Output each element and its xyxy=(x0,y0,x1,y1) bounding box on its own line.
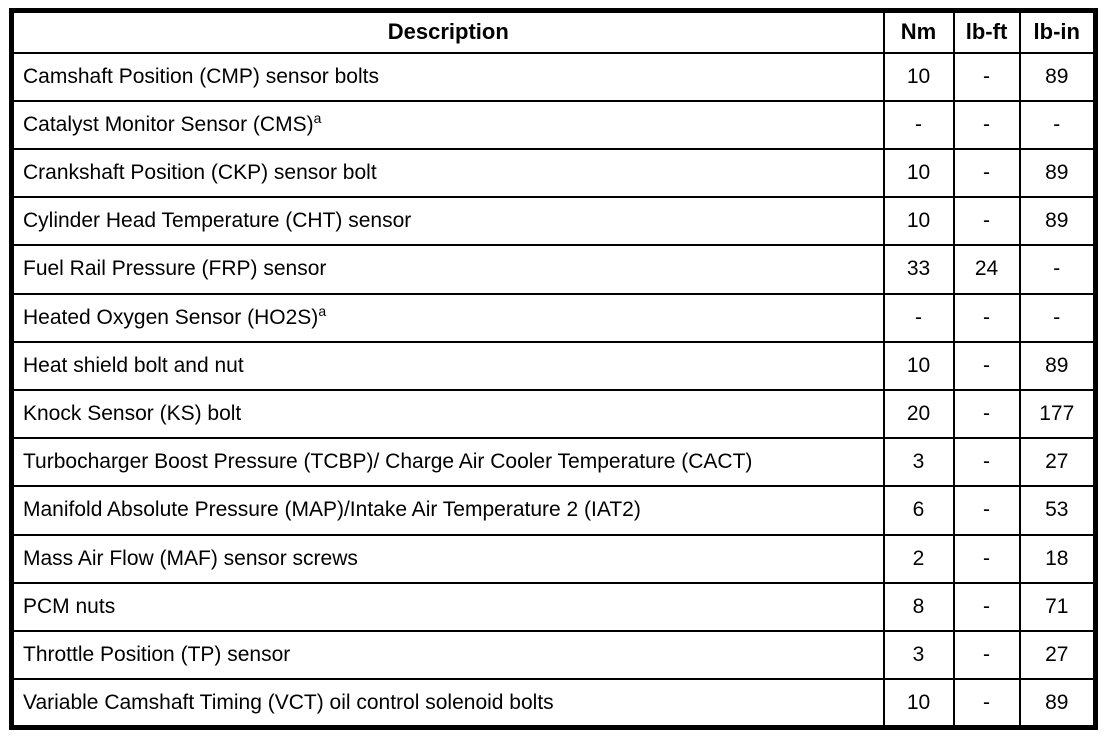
table-row: Manifold Absolute Pressure (MAP)/Intake … xyxy=(10,485,1097,536)
nm-cell: 10 xyxy=(882,147,955,199)
nm-cell: 8 xyxy=(882,581,955,632)
lb-in-cell: 89 xyxy=(1018,147,1097,199)
table-row: Variable Camshaft Timing (VCT) oil contr… xyxy=(10,678,1097,729)
description-cell: Camshaft Position (CMP) sensor bolts xyxy=(10,51,885,102)
description-cell: Crankshaft Position (CKP) sensor bolt xyxy=(10,147,885,199)
column-header-lb-in: lb-in xyxy=(1018,9,1097,54)
description-cell: Heat shield bolt and nut xyxy=(10,340,885,391)
nm-cell: 3 xyxy=(882,629,955,681)
lb-ft-cell: - xyxy=(952,437,1021,488)
table-row: Catalyst Monitor Sensor (CMS)a - - - xyxy=(10,99,1097,150)
nm-cell: 10 xyxy=(882,340,955,391)
table-row: Knock Sensor (KS) bolt 20-177 xyxy=(10,388,1097,440)
lb-in-cell: 89 xyxy=(1018,51,1097,102)
nm-cell: 10 xyxy=(882,678,955,729)
table-row: Throttle Position (TP) sensor 3-27 xyxy=(10,629,1097,681)
description-cell: Variable Camshaft Timing (VCT) oil contr… xyxy=(10,678,885,729)
table-row: PCM nuts 8-71 xyxy=(10,581,1097,632)
nm-cell: 6 xyxy=(882,485,955,536)
lb-ft-cell: - xyxy=(952,51,1021,102)
lb-in-cell: - xyxy=(1018,99,1097,150)
lb-ft-cell: - xyxy=(952,99,1021,150)
table-row: Camshaft Position (CMP) sensor bolts 10-8… xyxy=(10,51,1097,102)
nm-cell: - xyxy=(882,292,955,343)
lb-ft-cell: 24 xyxy=(952,244,1021,295)
nm-cell: 33 xyxy=(882,244,955,295)
lb-in-cell: 71 xyxy=(1018,581,1097,632)
lb-in-cell: 27 xyxy=(1018,629,1097,681)
lb-ft-cell: - xyxy=(952,485,1021,536)
description-cell: Manifold Absolute Pressure (MAP)/Intake … xyxy=(10,485,885,536)
lb-in-cell: 89 xyxy=(1018,678,1097,729)
nm-cell: - xyxy=(882,99,955,150)
lb-ft-cell: - xyxy=(952,533,1021,584)
description-cell: Cylinder Head Temperature (CHT) sensor xyxy=(10,196,885,247)
table-row: Cylinder Head Temperature (CHT) sensor 10… xyxy=(10,196,1097,247)
table-row: Crankshaft Position (CKP) sensor bolt 10-… xyxy=(10,147,1097,199)
lb-ft-cell: - xyxy=(952,196,1021,247)
table-row: Heat shield bolt and nut 10-89 xyxy=(10,340,1097,391)
lb-ft-cell: - xyxy=(952,629,1021,681)
description-cell: Catalyst Monitor Sensor (CMS)a xyxy=(10,99,885,150)
description-cell: PCM nuts xyxy=(10,581,885,632)
description-cell: Throttle Position (TP) sensor xyxy=(10,629,885,681)
lb-ft-cell: - xyxy=(952,678,1021,729)
column-header-nm: Nm xyxy=(882,9,955,54)
table-row: Turbocharger Boost Pressure (TCBP)/ Char… xyxy=(10,437,1097,488)
lb-in-cell: 27 xyxy=(1018,437,1097,488)
lb-ft-cell: - xyxy=(952,292,1021,343)
lb-ft-cell: - xyxy=(952,147,1021,199)
lb-in-cell: 177 xyxy=(1018,388,1097,440)
footnote-marker: a xyxy=(313,109,322,126)
lb-in-cell: 89 xyxy=(1018,340,1097,391)
description-cell: Knock Sensor (KS) bolt xyxy=(10,388,885,440)
table-row: Fuel Rail Pressure (FRP) sensor 33 24- xyxy=(10,244,1097,295)
torque-spec-table: Description Nm lb-ft lb-in Camshaft Posi… xyxy=(9,8,1098,730)
lb-in-cell: 53 xyxy=(1018,485,1097,536)
lb-ft-cell: - xyxy=(952,388,1021,440)
column-header-description: Description xyxy=(10,9,885,54)
table-row: Mass Air Flow (MAF) sensor screws 2-18 xyxy=(10,533,1097,584)
nm-cell: 10 xyxy=(882,196,955,247)
column-header-lb-ft: lb-ft xyxy=(952,9,1021,54)
lb-ft-cell: - xyxy=(952,340,1021,391)
nm-cell: 2 xyxy=(882,533,955,584)
table-header-row: Description Nm lb-ft lb-in xyxy=(10,9,1097,54)
nm-cell: 10 xyxy=(882,51,955,102)
description-cell: Heated Oxygen Sensor (HO2S)a xyxy=(10,292,885,343)
lb-in-cell: 89 xyxy=(1018,196,1097,247)
nm-cell: 20 xyxy=(882,388,955,440)
lb-in-cell: - xyxy=(1018,292,1097,343)
lb-ft-cell: - xyxy=(952,581,1021,632)
table-row: Heated Oxygen Sensor (HO2S)a - - - xyxy=(10,292,1097,343)
nm-cell: 3 xyxy=(882,437,955,488)
lb-in-cell: - xyxy=(1018,244,1097,295)
description-cell: Turbocharger Boost Pressure (TCBP)/ Char… xyxy=(10,437,885,488)
description-cell: Fuel Rail Pressure (FRP) sensor xyxy=(10,244,885,295)
lb-in-cell: 18 xyxy=(1018,533,1097,584)
description-cell: Mass Air Flow (MAF) sensor screws xyxy=(10,533,885,584)
footnote-marker: a xyxy=(318,302,327,319)
